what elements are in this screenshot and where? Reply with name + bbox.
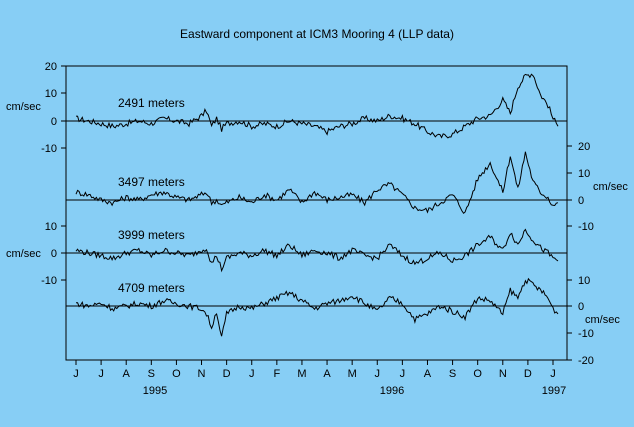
chart-title: Eastward component at ICM3 Mooring 4 (LL… xyxy=(180,27,454,41)
x-tick-label-16: O xyxy=(473,368,482,380)
right-tick-label-top-1: 10 xyxy=(578,168,590,180)
x-tick-label-0: J xyxy=(73,368,79,380)
x-tick-label-17: N xyxy=(499,368,507,380)
right-tick-label-top-2: 0 xyxy=(578,195,584,207)
right-tick-label-bottom-2: -10 xyxy=(578,328,594,340)
x-tick-label-5: N xyxy=(198,368,206,380)
x-tick-label-8: F xyxy=(273,368,280,380)
x-tick-label-19: J xyxy=(550,368,556,380)
x-tick-label-7: J xyxy=(249,368,255,380)
right-tick-label-bottom-0: 10 xyxy=(578,275,590,287)
x-tick-label-11: M xyxy=(348,368,357,380)
series-line-0 xyxy=(75,73,559,139)
chart-marks: 2491 meters 3497 meters 3999 meters 4709 me… xyxy=(6,61,628,397)
x-year-label-1: 1996 xyxy=(380,385,404,397)
right-tick-label-bottom-3: -20 xyxy=(578,355,594,367)
series-line-1 xyxy=(75,151,559,215)
x-tick-label-1: J xyxy=(98,368,104,380)
x-tick-label-12: J xyxy=(375,368,381,380)
series-line-3 xyxy=(76,277,559,337)
left-tick-label-top-2: 0 xyxy=(51,116,57,128)
left-tick-label-top-3: -10 xyxy=(41,143,57,155)
x-tick-label-4: O xyxy=(172,368,181,380)
series-label-2: 3999 meters xyxy=(118,228,185,242)
left-unit-label-top: cm/sec xyxy=(6,101,41,113)
left-tick-label-top-0: 20 xyxy=(45,61,57,73)
plot-frame xyxy=(65,65,568,361)
series-line-2 xyxy=(75,228,559,273)
x-tick-label-9: M xyxy=(297,368,306,380)
x-tick-label-13: J xyxy=(400,368,406,380)
x-tick-label-14: A xyxy=(424,368,432,380)
x-year-label-0: 1995 xyxy=(143,385,167,397)
x-tick-label-18: D xyxy=(524,368,532,380)
left-tick-label-top-1: 10 xyxy=(45,88,57,100)
right-tick-label-top-3: -10 xyxy=(578,221,594,233)
right-unit-label-bottom: cm/sec xyxy=(585,314,620,326)
x-tick-label-2: A xyxy=(123,368,131,380)
left-tick-label-bottom-1: 0 xyxy=(51,248,57,260)
x-tick-label-6: D xyxy=(223,368,231,380)
x-year-label-2: 1997 xyxy=(542,385,566,397)
series-label-3: 4709 meters xyxy=(118,281,185,295)
left-unit-label-bottom: cm/sec xyxy=(6,248,41,260)
x-tick-label-10: A xyxy=(323,368,331,380)
right-tick-label-top-0: 20 xyxy=(578,141,590,153)
x-tick-label-15: S xyxy=(449,368,456,380)
left-tick-label-bottom-2: -10 xyxy=(41,275,57,287)
series-label-0: 2491 meters xyxy=(118,96,185,110)
right-tick-label-bottom-1: 0 xyxy=(578,301,584,313)
x-tick-label-3: S xyxy=(148,368,155,380)
left-tick-label-bottom-0: 10 xyxy=(45,221,57,233)
right-unit-label-top: cm/sec xyxy=(593,181,628,193)
series-label-1: 3497 meters xyxy=(118,175,185,189)
